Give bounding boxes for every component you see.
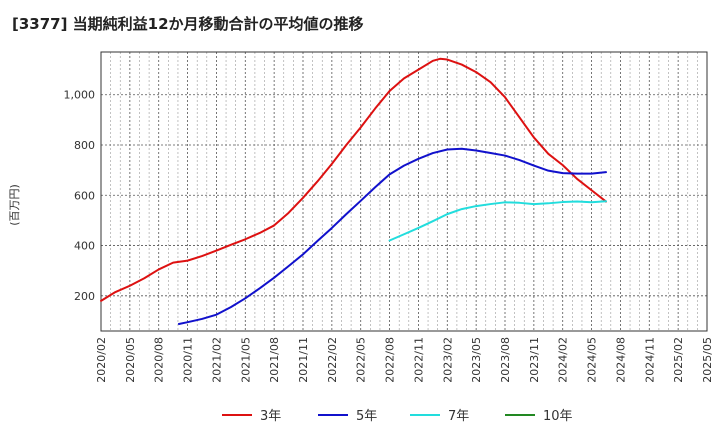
x-tick-label: 2022/02 — [326, 337, 339, 383]
series-line — [100, 57, 607, 302]
y-axis-label: (百万円) — [8, 184, 21, 226]
x-tick-label: 2023/02 — [441, 337, 454, 383]
series-line — [177, 147, 607, 325]
x-tick-label: 2024/05 — [586, 337, 599, 383]
x-tick-label: 2021/05 — [239, 337, 252, 383]
x-tick-label: 2025/02 — [672, 337, 685, 383]
x-tick-label: 2022/05 — [355, 337, 368, 383]
x-tick-label: 2020/05 — [124, 337, 137, 383]
x-tick-label: 2025/05 — [701, 337, 714, 383]
x-tick-label: 2023/05 — [470, 337, 483, 383]
series-group — [100, 57, 607, 325]
x-tick-label: 2022/11 — [412, 337, 425, 383]
legend-label: 7年 — [448, 409, 469, 424]
x-tick-label: 2023/08 — [499, 337, 512, 383]
x-tick-label: 2021/02 — [210, 337, 223, 383]
y-tick-label: 600 — [74, 189, 95, 202]
y-tick-label: 400 — [74, 240, 95, 253]
x-tick-label: 2020/08 — [153, 337, 166, 383]
legend: 3年 5年 7年 10年 — [222, 409, 573, 424]
x-tick-label: 2020/02 — [95, 337, 108, 383]
legend-label: 5年 — [356, 409, 377, 424]
plot-frame — [100, 51, 708, 332]
x-tick-label: 2023/11 — [528, 337, 541, 383]
x-tick-label: 2021/08 — [268, 337, 281, 383]
y-tick-label: 1,000 — [64, 89, 96, 102]
x-axis-ticks: 2020/02 2020/05 2020/08 2020/11 2021/02 2021/… — [95, 337, 714, 383]
series-line — [388, 200, 607, 242]
legend-label: 3年 — [260, 409, 281, 424]
x-tick-label: 2022/08 — [384, 337, 397, 383]
chart-title: [3377] 当期純利益12か月移動合計の平均値の推移 — [12, 15, 364, 33]
plot-area — [101, 52, 707, 331]
x-tick-label: 2020/11 — [182, 337, 195, 383]
x-tick-label: 2024/02 — [557, 337, 570, 383]
x-tick-label: 2024/08 — [614, 337, 627, 383]
x-tick-label: 2021/11 — [297, 337, 310, 383]
y-tick-label: 200 — [74, 290, 95, 303]
legend-label: 10年 — [543, 409, 573, 424]
y-tick-label: 800 — [74, 139, 95, 152]
x-tick-label: 2024/11 — [643, 337, 656, 383]
y-axis-ticks: 200 400 600 800 1,000 — [64, 89, 96, 303]
